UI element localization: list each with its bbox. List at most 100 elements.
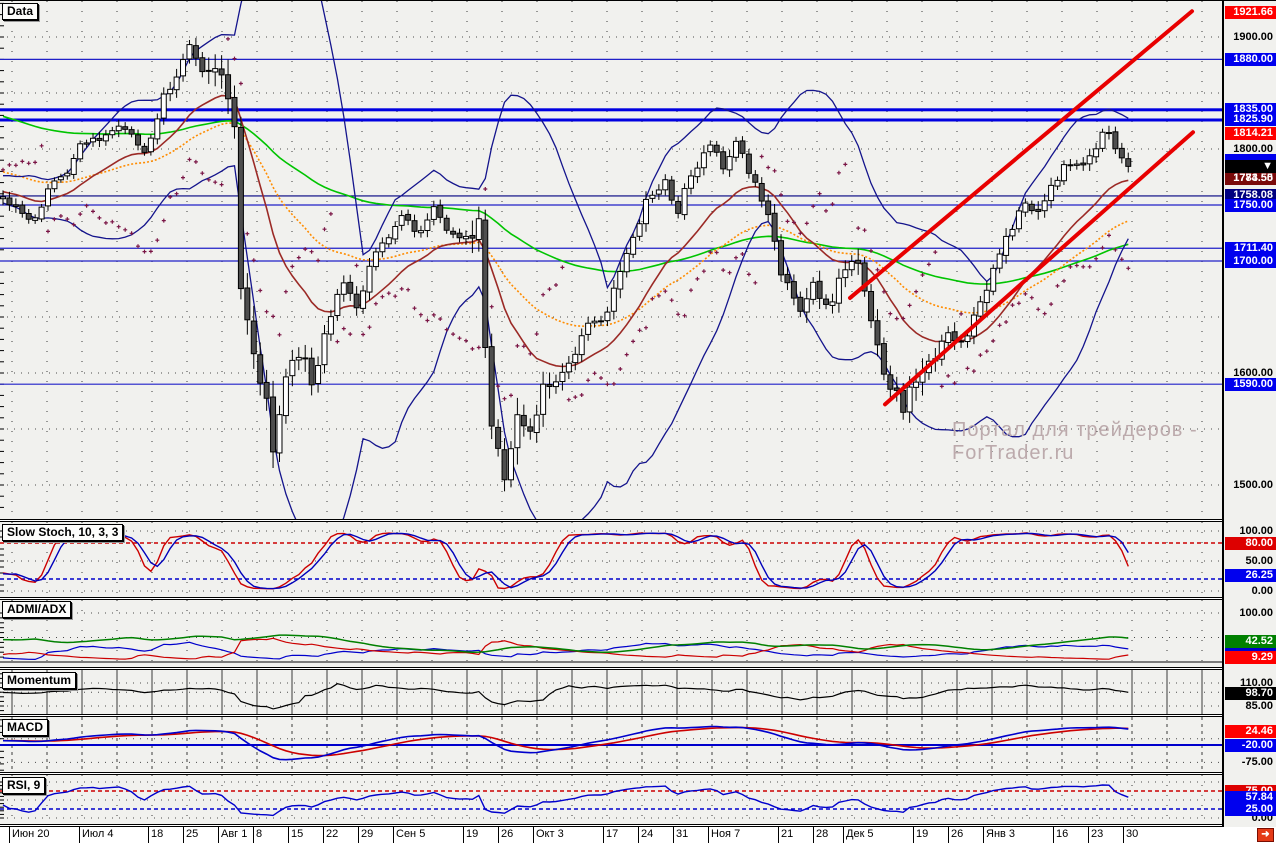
time-label: 28 [816, 828, 829, 840]
axis-value-badge: ▼ 1784.50 [1225, 159, 1276, 184]
axis-value-badge: 57.84 [1225, 790, 1276, 804]
time-label: Окт 3 [536, 828, 564, 840]
axis-label: 1900.00 [1233, 30, 1273, 43]
time-tick [638, 827, 639, 843]
panel-separator [0, 597, 1276, 600]
time-axis: Июн 20 Июл 4 18 25 Авг 1 8 15 22 29 Сен 5 19 26 Окт … [0, 827, 1276, 843]
time-tick [533, 827, 534, 843]
macd-panel [0, 717, 1222, 772]
time-tick [778, 827, 779, 843]
trendlines [848, 9, 1195, 407]
axis-value-badge: 1700.00 [1225, 254, 1276, 268]
axis-value-badge: 1590.00 [1225, 377, 1276, 391]
macd-panel-label: MACD [2, 719, 48, 736]
axis-value-badge: 1711.40 [1225, 241, 1276, 255]
time-label: 25 [186, 828, 199, 840]
time-tick [288, 827, 289, 843]
axis-value-badge: 1814.21 [1225, 126, 1276, 140]
time-label: 31 [676, 828, 689, 840]
time-tick [253, 827, 254, 843]
axis-label: 1600.00 [1233, 366, 1273, 379]
axis-label: 85.00 [1245, 699, 1273, 712]
rsi-panel-label: RSI, 9 [2, 777, 46, 794]
time-label: 18 [151, 828, 164, 840]
data-series-label: Data [2, 3, 39, 20]
axis-value-badge: 26.25 [1225, 568, 1276, 582]
time-tick [708, 827, 709, 843]
bollinger-bands [2, 1, 1129, 519]
time-label: 19 [916, 828, 929, 840]
time-label: Июн 20 [12, 828, 50, 840]
time-label: 26 [951, 828, 964, 840]
time-label: 22 [326, 828, 339, 840]
time-label: 8 [256, 828, 263, 840]
adx-panel-label: ADMI/ADX [2, 601, 72, 618]
time-label: Сен 5 [396, 828, 426, 840]
moving-averages [2, 94, 1129, 368]
time-tick [913, 827, 914, 843]
stoch-panel-label: Slow Stoch, 10, 3, 3 [2, 524, 124, 541]
axis-value-badge: 24.46 [1225, 724, 1276, 738]
time-tick [183, 827, 184, 843]
time-tick [1088, 827, 1089, 843]
time-tick [323, 827, 324, 843]
candles [0, 37, 1132, 492]
macd-plot [0, 717, 1222, 772]
time-label: Июл 4 [82, 828, 114, 840]
time-tick [218, 827, 219, 843]
time-label: Ноя 7 [711, 828, 741, 840]
axis-label: -75.00 [1241, 755, 1273, 768]
time-tick [463, 827, 464, 843]
time-label: 23 [1091, 828, 1104, 840]
axis-value-badge: -20.00 [1225, 738, 1276, 752]
rsi-panel [0, 775, 1222, 824]
axis-value-badge: 1750.00 [1225, 198, 1276, 212]
time-tick [843, 827, 844, 843]
axis-value-badge: 1880.00 [1225, 52, 1276, 66]
time-label: 30 [1126, 828, 1139, 840]
axis-value-badge: 9.29 [1225, 650, 1276, 664]
axis-label: 110.00 [1239, 676, 1273, 689]
time-label: Авг 1 [221, 828, 248, 840]
scroll-to-end-icon[interactable]: ➜ [1257, 828, 1274, 842]
time-tick [148, 827, 149, 843]
axis-value-badge: 1921.66 [1225, 6, 1276, 20]
time-label: 26 [501, 828, 514, 840]
stoch-panel [0, 522, 1222, 597]
momentum-panel-label: Momentum [2, 672, 76, 689]
axis-value-badge: 42.52 [1225, 634, 1276, 648]
axis-label: 1800.00 [1233, 142, 1273, 155]
axis-value-badge: 1825.90 [1225, 113, 1276, 127]
axis-value-badge: 1835.00 [1225, 103, 1276, 117]
time-tick [358, 827, 359, 843]
time-label: 15 [291, 828, 304, 840]
time-label: 19 [466, 828, 479, 840]
time-label: 16 [1056, 828, 1069, 840]
panel-separator [0, 667, 1276, 670]
time-label: Янв 3 [986, 828, 1016, 840]
time-tick [9, 827, 10, 843]
axis-label: 100.00 [1239, 606, 1273, 619]
momentum-panel [0, 670, 1222, 714]
time-label: 29 [361, 828, 374, 840]
momentum-plot [0, 670, 1222, 714]
panel-separator [0, 772, 1276, 775]
time-tick [603, 827, 604, 843]
rsi-plot [0, 775, 1222, 824]
stoch-plot [0, 522, 1222, 597]
time-tick [1123, 827, 1124, 843]
adx-panel [0, 600, 1222, 667]
axis-label: 1500.00 [1233, 478, 1273, 491]
time-tick [79, 827, 80, 843]
time-tick [948, 827, 949, 843]
axis-value-badge: 25.00 [1225, 802, 1276, 816]
axis-label: 50.00 [1245, 554, 1273, 567]
axis-value-badge: 98.70 [1225, 686, 1276, 700]
time-label: 24 [641, 828, 654, 840]
panel-separator [0, 519, 1276, 522]
axis-value-badge: 80.00 [1225, 536, 1276, 550]
time-tick [983, 827, 984, 843]
panel-separator [0, 714, 1276, 717]
main-plot [0, 1, 1222, 519]
